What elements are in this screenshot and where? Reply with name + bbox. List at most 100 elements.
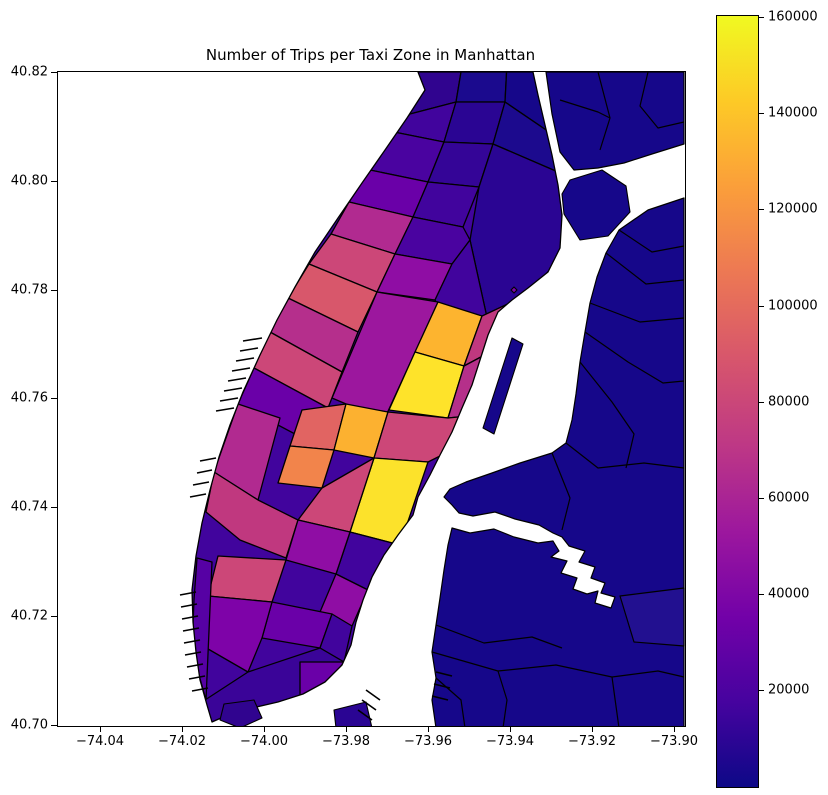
plot-area bbox=[57, 71, 686, 727]
colorbar-tick-label: 120000 bbox=[768, 201, 818, 217]
pier-line bbox=[235, 357, 255, 362]
pier-line bbox=[433, 683, 451, 689]
colorbar-tick-label: 60000 bbox=[768, 490, 810, 506]
x-tick-mark bbox=[674, 726, 675, 732]
colorbar-tick-mark bbox=[759, 498, 764, 499]
pier-line bbox=[188, 675, 206, 680]
y-tick-label: 40.80 bbox=[10, 173, 48, 189]
pier-line bbox=[182, 627, 200, 632]
pier-line bbox=[223, 387, 243, 392]
x-tick-label: −73.90 bbox=[649, 734, 699, 749]
y-tick-label: 40.74 bbox=[10, 499, 48, 515]
x-tick-label: −73.98 bbox=[321, 734, 371, 749]
zone-boundary-line bbox=[579, 361, 635, 469]
borough-zone-polygon bbox=[619, 587, 685, 647]
pier-line bbox=[183, 639, 201, 644]
pier-line bbox=[431, 695, 449, 701]
zone-boundary-line bbox=[435, 624, 563, 649]
colorbar-tick-mark bbox=[759, 401, 764, 403]
colorbar-tick-label: 100000 bbox=[768, 298, 818, 314]
pier-line bbox=[179, 591, 197, 596]
x-tick-mark bbox=[510, 726, 511, 732]
colorbar bbox=[716, 15, 759, 788]
zone-boundary-line bbox=[431, 651, 685, 678]
y-tick-mark bbox=[51, 616, 57, 618]
y-tick-mark bbox=[51, 507, 57, 509]
zone-boundary-line bbox=[559, 99, 611, 119]
pier-line bbox=[242, 337, 263, 342]
zone-boundary-line bbox=[435, 677, 466, 726]
colorbar-tick-label: 140000 bbox=[768, 105, 818, 121]
pier-line bbox=[365, 689, 381, 701]
x-tick-label: −74.00 bbox=[239, 734, 289, 749]
pier-line bbox=[227, 377, 247, 382]
pier-line bbox=[357, 709, 373, 721]
zone-boundary-line bbox=[639, 72, 685, 129]
x-tick-mark bbox=[428, 726, 429, 732]
y-tick-label: 40.72 bbox=[10, 608, 48, 624]
colorbar-tick-label: 40000 bbox=[768, 586, 810, 602]
x-tick-label: −73.94 bbox=[485, 734, 535, 749]
y-tick-mark bbox=[51, 72, 57, 73]
pier-line bbox=[231, 367, 251, 372]
x-tick-mark bbox=[182, 726, 183, 732]
pier-line bbox=[215, 407, 235, 412]
colorbar-tick-mark bbox=[759, 690, 764, 692]
zone-boundary-line bbox=[605, 252, 685, 285]
island-zone-polygon bbox=[561, 169, 631, 241]
island-zone-polygon bbox=[333, 701, 373, 726]
pier-line bbox=[180, 603, 198, 608]
x-tick-label: −74.02 bbox=[157, 734, 207, 749]
taxi-zone-polygon bbox=[373, 411, 479, 463]
colorbar-tick-mark bbox=[759, 113, 764, 115]
taxi-zone-polygon bbox=[455, 72, 508, 103]
zone-boundary-line bbox=[565, 442, 685, 469]
colorbar-tick-mark bbox=[759, 17, 764, 18]
borough-zone-polygon bbox=[545, 72, 685, 171]
zone-boundary-line bbox=[584, 331, 685, 384]
taxi-zone-polygon bbox=[207, 555, 287, 603]
zone-boundary-line bbox=[497, 670, 508, 726]
island-zone-polygon bbox=[219, 699, 263, 726]
pier-line bbox=[435, 671, 453, 677]
pier-line bbox=[192, 481, 210, 486]
x-tick-mark bbox=[592, 726, 593, 732]
colorbar-tick-mark bbox=[759, 209, 764, 211]
y-tick-mark bbox=[51, 724, 57, 726]
island-zone-polygon bbox=[482, 337, 524, 435]
colorbar-tick-label: 80000 bbox=[768, 394, 810, 410]
pier-line bbox=[181, 615, 199, 620]
taxi-zone-polygon bbox=[299, 661, 345, 697]
x-tick-label: −73.96 bbox=[403, 734, 453, 749]
y-tick-mark bbox=[51, 398, 57, 400]
x-tick-mark bbox=[100, 726, 101, 732]
zone-boundary-line bbox=[589, 302, 685, 323]
x-tick-label: −73.92 bbox=[567, 734, 617, 749]
y-tick-label: 40.82 bbox=[10, 64, 48, 80]
colorbar-tick-mark bbox=[759, 305, 764, 307]
manhattan-outline bbox=[191, 72, 563, 723]
island-zone-polygon bbox=[510, 286, 518, 294]
y-tick-mark bbox=[51, 180, 57, 182]
x-tick-mark bbox=[346, 726, 347, 732]
pier-line bbox=[196, 469, 213, 474]
chart-title: Number of Trips per Taxi Zone in Manhatt… bbox=[205, 46, 536, 64]
pier-line bbox=[199, 457, 217, 462]
y-tick-label: 40.76 bbox=[10, 390, 48, 406]
zone-boundary-line bbox=[611, 676, 620, 726]
colorbar-tick-label: 160000 bbox=[768, 9, 818, 25]
pier-line bbox=[219, 397, 239, 402]
x-tick-mark bbox=[264, 726, 265, 732]
manhattan-zones bbox=[192, 72, 562, 722]
zone-boundary-line bbox=[618, 229, 685, 253]
pier-line bbox=[191, 687, 209, 692]
y-tick-label: 40.70 bbox=[10, 717, 48, 733]
borough-zone-polygon bbox=[431, 197, 685, 726]
colorbar-tick-label: 20000 bbox=[768, 682, 810, 698]
pier-line bbox=[239, 347, 259, 352]
pier-line bbox=[186, 663, 204, 668]
colorbar-tick-mark bbox=[759, 594, 764, 596]
y-tick-label: 40.78 bbox=[10, 282, 48, 298]
pier-line bbox=[361, 699, 377, 711]
